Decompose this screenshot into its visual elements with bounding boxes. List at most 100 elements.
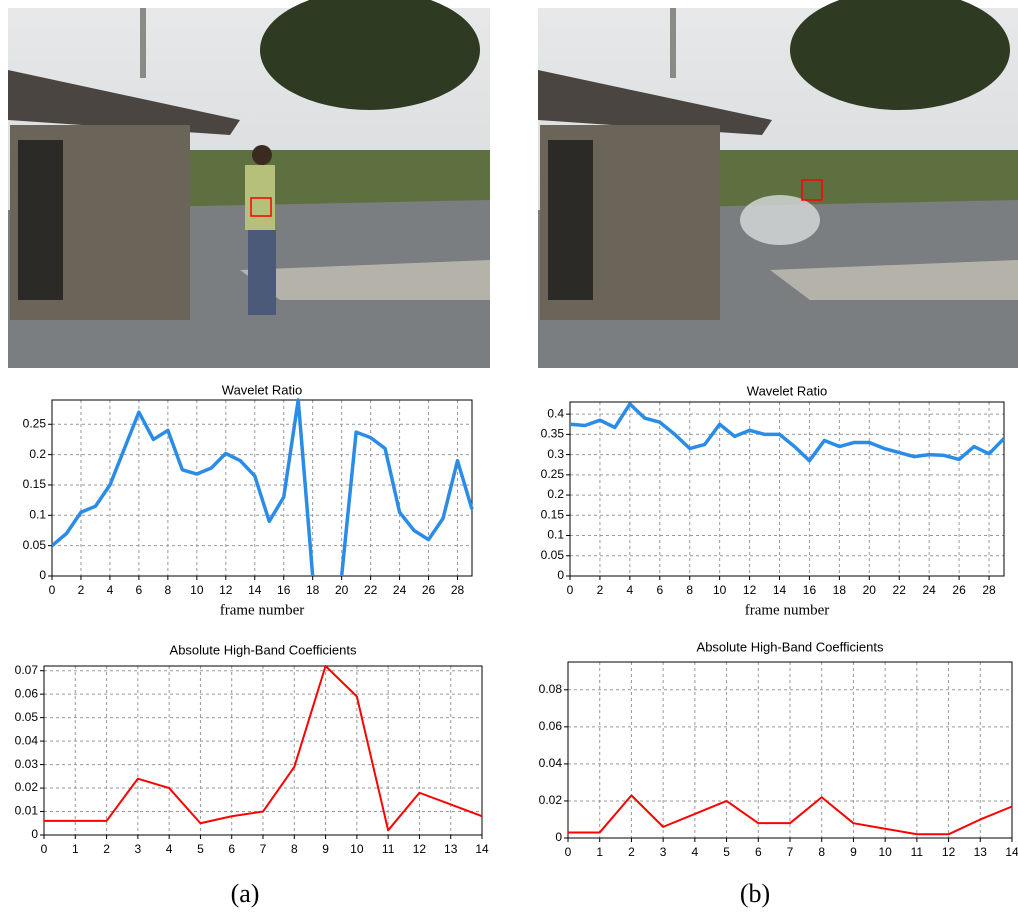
chart-title: Absolute High-Band Coefficients: [697, 639, 884, 654]
y-tick-label: 0.25: [23, 416, 47, 430]
x-tick-label: 2: [103, 842, 110, 856]
x-tick-label: 4: [627, 583, 634, 597]
photo-b: [538, 0, 1018, 368]
x-tick-label: 16: [803, 583, 817, 597]
x-tick-label: 6: [228, 842, 235, 856]
y-tick-label: 0.25: [541, 467, 565, 481]
panel-label: (b): [740, 879, 770, 908]
y-tick-label: 0.05: [23, 538, 47, 552]
y-tick-label: 0.02: [15, 780, 39, 794]
y-tick-label: 0.06: [15, 686, 39, 700]
x-tick-label: 22: [364, 583, 378, 597]
y-tick-label: 0: [557, 568, 564, 582]
x-tick-label: 14: [248, 583, 262, 597]
data-line: [569, 402, 1006, 463]
y-tick-label: 0.05: [15, 710, 39, 724]
x-tick-label: 5: [197, 842, 204, 856]
y-tick-label: 0: [31, 827, 38, 841]
x-tick-label: 1: [596, 845, 603, 859]
y-tick-label: 0.03: [15, 757, 39, 771]
x-tick-label: 8: [686, 583, 693, 597]
y-tick-label: 0.2: [547, 487, 564, 501]
x-tick-label: 3: [135, 842, 142, 856]
x-tick-label: 8: [818, 845, 825, 859]
y-tick-label: 0.07: [15, 663, 39, 677]
data-line: [50, 398, 474, 577]
x-tick-label: 9: [850, 845, 857, 859]
x-tick-label: 11: [911, 845, 924, 859]
x-tick-label: 10: [350, 842, 364, 856]
photo-a: [8, 0, 490, 368]
x-tick-label: 14: [475, 842, 489, 856]
x-tick-label: 12: [219, 583, 233, 597]
x-tick-label: 14: [1005, 845, 1018, 859]
x-tick-label: 20: [863, 583, 877, 597]
x-tick-label: 10: [878, 845, 892, 859]
x-tick-label: 2: [78, 583, 85, 597]
x-tick-label: 11: [382, 842, 395, 856]
x-tick-label: 8: [165, 583, 172, 597]
x-tick-label: 5: [723, 845, 730, 859]
x-tick-label: 16: [277, 583, 291, 597]
x-tick-label: 12: [413, 842, 427, 856]
x-tick-label: 2: [628, 845, 635, 859]
x-tick-label: 12: [942, 845, 956, 859]
x-tick-label: 10: [713, 583, 727, 597]
y-tick-label: 0.01: [15, 804, 39, 818]
chart-title: Wavelet Ratio: [222, 382, 302, 397]
y-tick-label: 0.2: [29, 447, 46, 461]
x-tick-label: 9: [322, 842, 329, 856]
y-tick-label: 0.06: [539, 719, 563, 733]
chart-title: Wavelet Ratio: [747, 383, 827, 398]
x-tick-label: 0: [41, 842, 48, 856]
y-tick-label: 0.35: [541, 427, 565, 441]
data-line: [44, 665, 483, 832]
x-tick-label: 3: [660, 845, 667, 859]
data-line: [568, 794, 1013, 836]
x-tick-label: 20: [335, 583, 349, 597]
x-tick-label: 26: [422, 583, 436, 597]
y-tick-label: 0.02: [539, 793, 563, 807]
x-tick-label: 18: [833, 583, 847, 597]
panel-label: (a): [231, 879, 260, 908]
x-tick-label: 8: [291, 842, 298, 856]
x-tick-label: 0: [49, 583, 56, 597]
x-tick-label: 0: [567, 583, 574, 597]
x-tick-label: 10: [190, 583, 204, 597]
y-tick-label: 0.4: [547, 406, 564, 420]
y-tick-label: 0.15: [23, 477, 47, 491]
y-tick-label: 0.04: [539, 756, 563, 770]
x-tick-label: 24: [922, 583, 936, 597]
x-tick-label: 14: [773, 583, 787, 597]
plot-frame: [43, 665, 483, 836]
plot-frame: [569, 401, 1005, 577]
y-tick-label: 0.08: [539, 682, 563, 696]
x-tick-label: 28: [982, 583, 996, 597]
x-tick-label: 6: [755, 845, 762, 859]
x-tick-label: 1: [72, 842, 79, 856]
chart-title: Absolute High-Band Coefficients: [170, 642, 357, 657]
x-tick-label: 4: [692, 845, 699, 859]
x-tick-label: 13: [444, 842, 458, 856]
x-axis-label: frame number: [220, 602, 305, 618]
y-tick-label: 0.1: [547, 528, 564, 542]
x-tick-label: 6: [656, 583, 663, 597]
y-tick-label: 0: [39, 568, 46, 582]
x-tick-label: 7: [787, 845, 794, 859]
x-tick-label: 12: [743, 583, 757, 597]
x-tick-label: 22: [893, 583, 907, 597]
x-axis-label: frame number: [745, 602, 830, 618]
y-tick-label: 0.3: [547, 447, 564, 461]
x-tick-label: 18: [306, 583, 320, 597]
plot-frame: [51, 399, 473, 577]
x-tick-label: 28: [451, 583, 465, 597]
x-tick-label: 24: [393, 583, 407, 597]
x-tick-label: 0: [565, 845, 572, 859]
y-tick-label: 0.1: [29, 507, 46, 521]
x-tick-label: 7: [260, 842, 267, 856]
y-tick-label: 0.04: [15, 733, 39, 747]
y-tick-label: 0.15: [541, 507, 565, 521]
x-tick-label: 2: [597, 583, 604, 597]
